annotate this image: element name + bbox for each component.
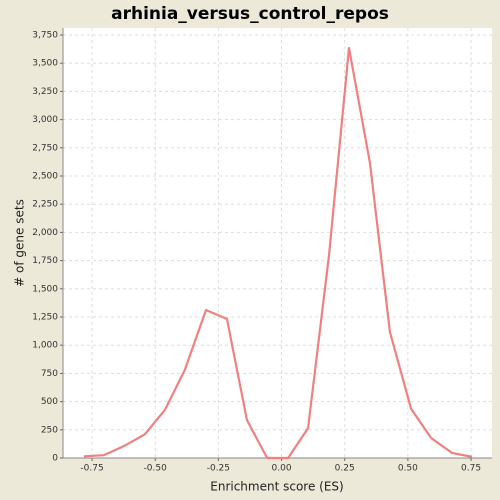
y-tick-label: 3,500	[32, 59, 58, 69]
y-tick-label: 2,500	[32, 171, 58, 181]
y-tick-label: 750	[41, 369, 58, 379]
y-tick-label: 3,750	[32, 30, 58, 40]
y-tick-label: 250	[41, 425, 58, 435]
y-tick-label: 1,750	[32, 256, 58, 266]
x-tick-label: 0.50	[398, 464, 418, 474]
chart-title: arhinia_versus_control_repos	[111, 4, 389, 24]
y-tick-label: 1,250	[32, 312, 58, 322]
y-tick-label: 2,250	[32, 200, 58, 210]
y-axis-label: # of gene sets	[13, 199, 27, 287]
y-tick-label: 0	[52, 454, 58, 464]
x-tick-label: -0.50	[144, 464, 168, 474]
y-tick-label: 500	[41, 397, 58, 407]
y-tick-label: 3,000	[32, 115, 58, 125]
data-line	[83, 46, 473, 460]
y-tick-label: 2,000	[32, 228, 58, 238]
plot-area	[63, 28, 492, 458]
x-tick-label: -0.75	[80, 464, 103, 474]
x-axis-label: Enrichment score (ES)	[210, 480, 343, 494]
y-tick-label: 3,250	[32, 87, 58, 97]
x-tick-label: 0.75	[461, 464, 481, 474]
y-tick-label: 1,000	[32, 341, 58, 351]
y-tick-label: 1,500	[32, 284, 58, 294]
y-tick-label: 2,750	[32, 143, 58, 153]
x-tick-label: -0.25	[207, 464, 230, 474]
x-tick-label: 0.25	[335, 464, 355, 474]
x-tick-label: 0.00	[272, 464, 292, 474]
